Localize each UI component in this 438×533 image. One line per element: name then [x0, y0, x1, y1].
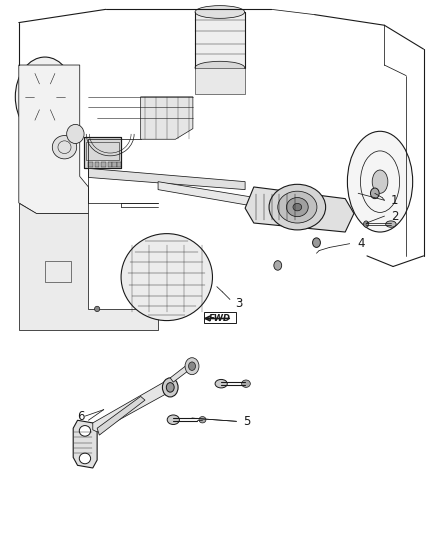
Ellipse shape	[364, 221, 369, 227]
Ellipse shape	[215, 379, 227, 388]
Ellipse shape	[195, 61, 245, 74]
Polygon shape	[93, 381, 173, 432]
Ellipse shape	[166, 383, 174, 392]
Text: 6: 6	[78, 409, 85, 423]
Ellipse shape	[242, 380, 251, 387]
Text: 4: 4	[357, 237, 365, 250]
Ellipse shape	[67, 124, 84, 143]
Text: 2: 2	[391, 209, 399, 223]
FancyBboxPatch shape	[117, 161, 121, 167]
Polygon shape	[19, 203, 158, 330]
Ellipse shape	[286, 198, 308, 216]
FancyBboxPatch shape	[204, 312, 237, 323]
FancyBboxPatch shape	[108, 161, 113, 167]
Ellipse shape	[386, 221, 396, 227]
Text: 5: 5	[244, 415, 251, 428]
Polygon shape	[245, 187, 354, 232]
Ellipse shape	[162, 378, 178, 397]
Ellipse shape	[199, 417, 206, 423]
Ellipse shape	[15, 57, 74, 136]
Ellipse shape	[167, 415, 180, 424]
Text: FWD: FWD	[209, 314, 231, 323]
Ellipse shape	[121, 233, 212, 320]
Text: 1: 1	[391, 193, 399, 207]
Ellipse shape	[269, 184, 325, 230]
Ellipse shape	[371, 188, 379, 199]
FancyBboxPatch shape	[113, 161, 117, 167]
Ellipse shape	[185, 358, 199, 375]
Polygon shape	[19, 65, 88, 214]
FancyBboxPatch shape	[195, 12, 245, 68]
Polygon shape	[97, 397, 145, 435]
Ellipse shape	[79, 453, 91, 464]
FancyBboxPatch shape	[88, 161, 93, 167]
Polygon shape	[141, 97, 193, 139]
Ellipse shape	[52, 135, 77, 159]
Ellipse shape	[278, 191, 317, 223]
Ellipse shape	[195, 6, 245, 18]
Ellipse shape	[274, 261, 282, 270]
Ellipse shape	[293, 204, 302, 211]
Text: 3: 3	[236, 297, 243, 310]
Ellipse shape	[42, 92, 48, 102]
Ellipse shape	[95, 306, 100, 312]
Ellipse shape	[313, 238, 321, 247]
Ellipse shape	[35, 84, 54, 110]
FancyBboxPatch shape	[84, 136, 121, 168]
Polygon shape	[170, 363, 193, 382]
Ellipse shape	[79, 425, 91, 436]
Ellipse shape	[372, 170, 388, 193]
Ellipse shape	[347, 131, 413, 232]
Polygon shape	[73, 420, 97, 468]
FancyBboxPatch shape	[95, 161, 99, 167]
Polygon shape	[88, 168, 245, 190]
Ellipse shape	[188, 362, 195, 370]
FancyBboxPatch shape	[102, 161, 106, 167]
Polygon shape	[158, 182, 284, 214]
FancyBboxPatch shape	[195, 68, 245, 94]
